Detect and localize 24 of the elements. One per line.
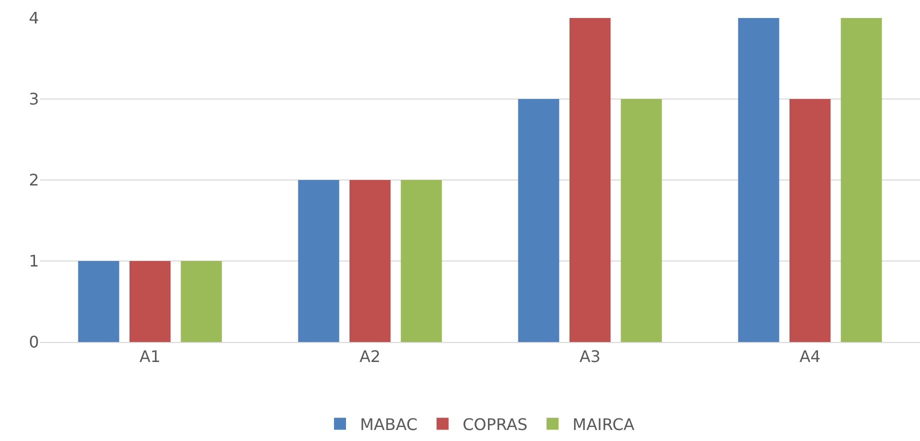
bar [180, 261, 222, 342]
legend-label: COPRAS [462, 414, 528, 434]
bar [518, 99, 560, 342]
bar [349, 180, 391, 342]
x-tick-label: A3 [579, 347, 601, 366]
legend-label: MAIRCA [572, 414, 635, 434]
bar [298, 180, 340, 342]
x-tick-label: A1 [139, 347, 161, 366]
legend-label: MABAC [360, 414, 418, 434]
bar [129, 261, 171, 342]
y-tick-label: 3 [28, 90, 39, 109]
bar [789, 99, 831, 342]
bar [840, 18, 882, 342]
y-tick-label: 1 [28, 252, 39, 271]
y-tick-label: 2 [28, 170, 39, 190]
y-tick-label: 4 [28, 8, 39, 28]
bar [400, 180, 442, 342]
bar [569, 18, 611, 342]
bar [620, 99, 662, 342]
x-tick-label: A4 [799, 347, 821, 366]
x-tick-label: A2 [359, 347, 381, 366]
bar [738, 18, 780, 342]
y-tick-label: 0 [28, 332, 39, 352]
bar [78, 261, 120, 342]
